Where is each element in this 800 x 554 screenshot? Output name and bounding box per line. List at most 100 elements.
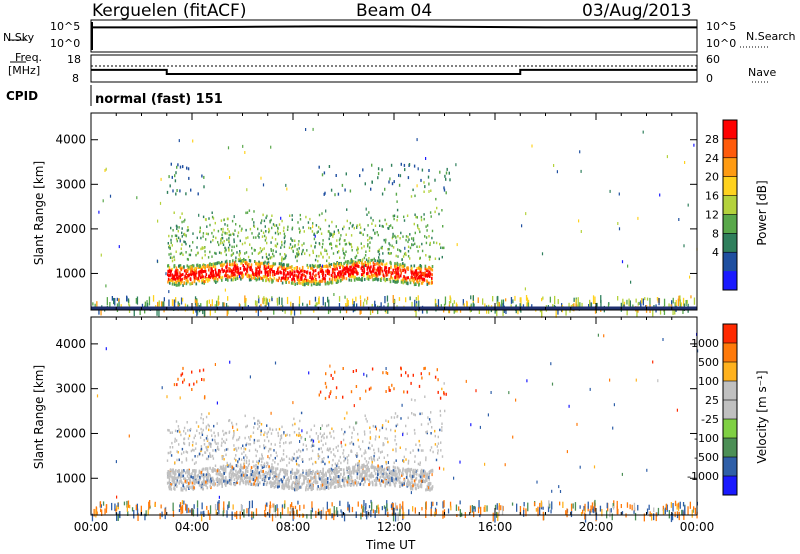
power-echo-cell [255,273,258,277]
power-echo-cell [239,259,242,263]
velocity-echo-cell [184,477,187,481]
velocity-echo-cell [283,468,285,472]
power-upper-cell [228,233,230,237]
power-echo-cell [290,281,293,285]
power-speckle-cell [239,275,241,278]
power-echo-cell [214,265,217,269]
power-speckle-cell [233,215,235,219]
velocity-upper-cell [371,444,373,447]
power-upper-cell [274,231,277,235]
velocity-echo-cell [221,484,223,488]
velocity-echo-cell [272,483,274,487]
power-upper-cell [410,195,413,198]
velocity-echo-cell [327,470,330,474]
power-clutter-cell [148,296,151,306]
velocity-echo-cell [254,471,257,475]
velocity-upper-cell [407,462,410,465]
power-clutter-cell [178,302,181,307]
velocity-clutter-cell [303,504,305,509]
velocity-echo-cell [195,479,197,483]
velocity-clutter-cell [117,502,119,507]
power-upper-cell [312,249,314,253]
power-upper-cell [426,229,428,232]
velocity-echo-cell [286,469,289,473]
power-echo-cell [418,266,420,270]
velocity-echo-cell [176,484,178,488]
velocity-clutter-cell [397,512,399,521]
velocity-echo-cell [349,483,351,487]
velocity-echo-cell [283,475,285,479]
velocity-echo-cell [388,478,390,482]
power-echo-cell [355,277,358,281]
power-clutter-cell [623,304,625,308]
power-upper-cell [231,219,234,223]
power-upper-cell [320,251,322,255]
velocity-clutter-cell [326,501,328,510]
power-echo-cell [428,265,430,269]
velocity-upper-cell [332,458,334,462]
velocity-upper-cell [187,429,189,432]
velocity-clutter-cell [689,501,691,509]
velocity-upper-cell [370,457,373,461]
velocity-upper-cell [399,446,401,449]
power-speckle-cell [98,210,100,214]
power-upper-cell [224,247,227,251]
velocity-echo-cell [176,476,178,480]
velocity-clutter-cell [207,510,209,516]
power-echo-cell [367,271,369,275]
velocity-clutter-cell [116,505,118,512]
power-clutter-cell [245,298,247,302]
velocity-upper-cell [413,413,415,416]
power-upper-cell [346,219,348,223]
power-echo-cell [225,274,228,278]
power-echo-cell [375,274,377,278]
power-echo-cell [258,277,260,281]
velocity-echo-cell [327,485,330,488]
power-echo-cell [290,265,292,269]
power-upper-cell [345,242,348,246]
velocity-echo-cell [225,483,227,487]
velocity-echo-cell [189,472,191,476]
velocity-upper-cell [167,428,169,432]
velocity-echo-cell [296,471,299,475]
power-echo-cell [307,266,309,270]
power-upper-cell [199,229,201,232]
velocity-echo-cell [393,478,395,482]
power-upper-cell [400,231,402,235]
power-arc-cell [420,178,422,182]
power-upper-cell [251,218,254,221]
power-upper-cell [283,245,286,249]
velocity-upper-cell [373,457,375,460]
power-echo-cell [405,281,408,285]
power-clutter-cell [502,303,504,308]
power-upper-cell [239,239,241,243]
velocity-echo-cell [202,487,204,491]
power-clutter-cell [577,297,579,306]
velocity-echo-cell [415,472,418,476]
power-echo-cell [189,272,192,276]
power-echo-cell [228,263,231,267]
velocity-echo-cell [174,472,177,476]
power-upper-cell [301,250,304,253]
velocity-clutter-cell [548,500,550,508]
power-clutter-cell [541,308,543,317]
power-echo-cell [321,272,323,275]
power-echo-cell [431,276,433,280]
power-arc-cell [166,190,169,194]
power-upper-cell [411,237,413,240]
velocity-echo-cell [346,480,349,484]
power-echo-cell [348,272,350,276]
power-arc-cell [377,167,380,171]
power-arc-cell [203,175,205,179]
velocity-clutter-cell [691,509,693,518]
velocity-echo-cell [295,478,298,482]
power-upper-cell [260,229,263,232]
power-echo-cell [354,275,356,279]
power-echo-cell [418,274,421,278]
velocity-upper-cell [283,432,285,436]
velocity-clutter-cell [281,504,284,508]
velocity-echo-cell [338,469,340,473]
velocity-upper-cell [439,428,441,432]
velocity-upper-cell [387,440,389,444]
velocity-clutter-cell [133,510,135,519]
